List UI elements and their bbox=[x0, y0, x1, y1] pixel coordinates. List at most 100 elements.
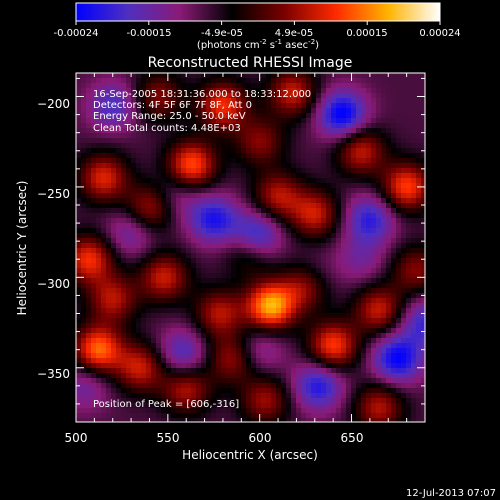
heatmap-cell bbox=[316, 293, 322, 299]
heatmap-cell bbox=[326, 223, 332, 229]
heatmap-cell bbox=[236, 223, 242, 229]
heatmap-cell bbox=[256, 253, 262, 259]
heatmap-cell bbox=[236, 138, 242, 144]
heatmap-cell bbox=[191, 88, 197, 94]
heatmap-cell bbox=[341, 408, 347, 414]
heatmap-cell bbox=[366, 83, 372, 89]
heatmap-cell bbox=[396, 323, 402, 329]
heatmap-cell bbox=[236, 373, 242, 379]
heatmap-cell bbox=[421, 113, 425, 119]
heatmap-cell bbox=[231, 83, 237, 89]
heatmap-cell bbox=[236, 298, 242, 304]
heatmap-cell bbox=[241, 358, 247, 364]
heatmap-cell bbox=[141, 353, 147, 359]
heatmap-cell bbox=[236, 343, 242, 349]
heatmap-cell bbox=[271, 198, 277, 204]
heatmap-cell bbox=[256, 158, 262, 164]
heatmap-cell bbox=[211, 348, 217, 354]
heatmap-cell bbox=[421, 303, 425, 309]
heatmap-cell bbox=[151, 258, 157, 264]
heatmap-cell bbox=[216, 418, 222, 422]
heatmap-cell bbox=[176, 133, 182, 139]
heatmap-cell bbox=[276, 128, 282, 134]
heatmap-cell bbox=[161, 253, 167, 259]
heatmap-cell bbox=[121, 158, 127, 164]
heatmap-cell bbox=[261, 93, 267, 99]
heatmap-cell bbox=[186, 338, 192, 344]
heatmap-cell bbox=[101, 383, 107, 389]
heatmap-cell bbox=[136, 378, 142, 384]
heatmap-cell bbox=[251, 148, 257, 154]
heatmap-cell bbox=[226, 303, 232, 309]
heatmap-cell bbox=[306, 208, 312, 214]
heatmap-cell bbox=[206, 173, 212, 179]
heatmap-cell bbox=[111, 93, 117, 99]
heatmap-cell bbox=[416, 128, 422, 134]
heatmap-cell bbox=[386, 403, 392, 409]
heatmap-cell bbox=[136, 223, 142, 229]
heatmap-cell bbox=[261, 233, 267, 239]
heatmap-cell bbox=[346, 203, 352, 209]
heatmap-cell bbox=[356, 268, 362, 274]
heatmap-cell bbox=[371, 198, 377, 204]
heatmap-cell bbox=[246, 348, 252, 354]
heatmap-cell bbox=[356, 163, 362, 169]
heatmap-cell bbox=[311, 348, 317, 354]
heatmap-cell bbox=[341, 133, 347, 139]
heatmap-cell bbox=[416, 378, 422, 384]
heatmap-cell bbox=[86, 263, 92, 269]
heatmap-cell bbox=[311, 78, 317, 84]
heatmap-cell bbox=[91, 88, 97, 94]
heatmap-cell bbox=[321, 393, 327, 399]
heatmap-cell bbox=[231, 298, 237, 304]
heatmap-cell bbox=[276, 98, 282, 104]
heatmap-cell bbox=[256, 123, 262, 129]
heatmap-cell bbox=[241, 223, 247, 229]
heatmap-cell bbox=[416, 398, 422, 404]
heatmap-cell bbox=[116, 183, 122, 189]
heatmap-cell bbox=[226, 288, 232, 294]
heatmap-cell bbox=[231, 168, 237, 174]
heatmap-cell bbox=[146, 283, 152, 289]
heatmap-cell bbox=[126, 248, 132, 254]
heatmap-cell bbox=[371, 128, 377, 134]
heatmap-cell bbox=[91, 268, 97, 274]
heatmap-cell bbox=[361, 283, 367, 289]
heatmap-cell bbox=[411, 313, 417, 319]
heatmap-cell bbox=[356, 248, 362, 254]
heatmap-cell bbox=[206, 418, 212, 422]
heatmap-cell bbox=[136, 303, 142, 309]
heatmap-cell bbox=[191, 78, 197, 84]
heatmap-cell bbox=[376, 268, 382, 274]
heatmap-cell bbox=[141, 383, 147, 389]
heatmap-cell bbox=[241, 103, 247, 109]
heatmap-cell bbox=[276, 228, 282, 234]
heatmap-cell bbox=[326, 358, 332, 364]
heatmap-cell bbox=[206, 103, 212, 109]
heatmap-cell bbox=[191, 288, 197, 294]
heatmap-cell bbox=[386, 413, 392, 419]
heatmap-cell bbox=[126, 158, 132, 164]
heatmap-cell bbox=[336, 233, 342, 239]
heatmap-cell bbox=[231, 183, 237, 189]
heatmap-cell bbox=[196, 288, 202, 294]
heatmap-cell bbox=[336, 333, 342, 339]
heatmap-cell bbox=[406, 313, 412, 319]
heatmap-cell bbox=[416, 408, 422, 414]
heatmap-cell bbox=[416, 388, 422, 394]
heatmap-cell bbox=[236, 308, 242, 314]
heatmap-cell bbox=[306, 138, 312, 144]
heatmap-cell bbox=[421, 203, 425, 209]
heatmap-cell bbox=[221, 393, 227, 399]
heatmap-cell bbox=[196, 283, 202, 289]
heatmap-cell bbox=[391, 228, 397, 234]
heatmap-cell bbox=[226, 408, 232, 414]
heatmap-cell bbox=[121, 203, 127, 209]
heatmap-cell bbox=[416, 393, 422, 399]
axis-ticks bbox=[75, 73, 426, 423]
heatmap-cell bbox=[191, 413, 197, 419]
heatmap-cell bbox=[416, 168, 422, 174]
heatmap-cell bbox=[166, 158, 172, 164]
heatmap-cell bbox=[176, 268, 182, 274]
heatmap-cell bbox=[271, 248, 277, 254]
